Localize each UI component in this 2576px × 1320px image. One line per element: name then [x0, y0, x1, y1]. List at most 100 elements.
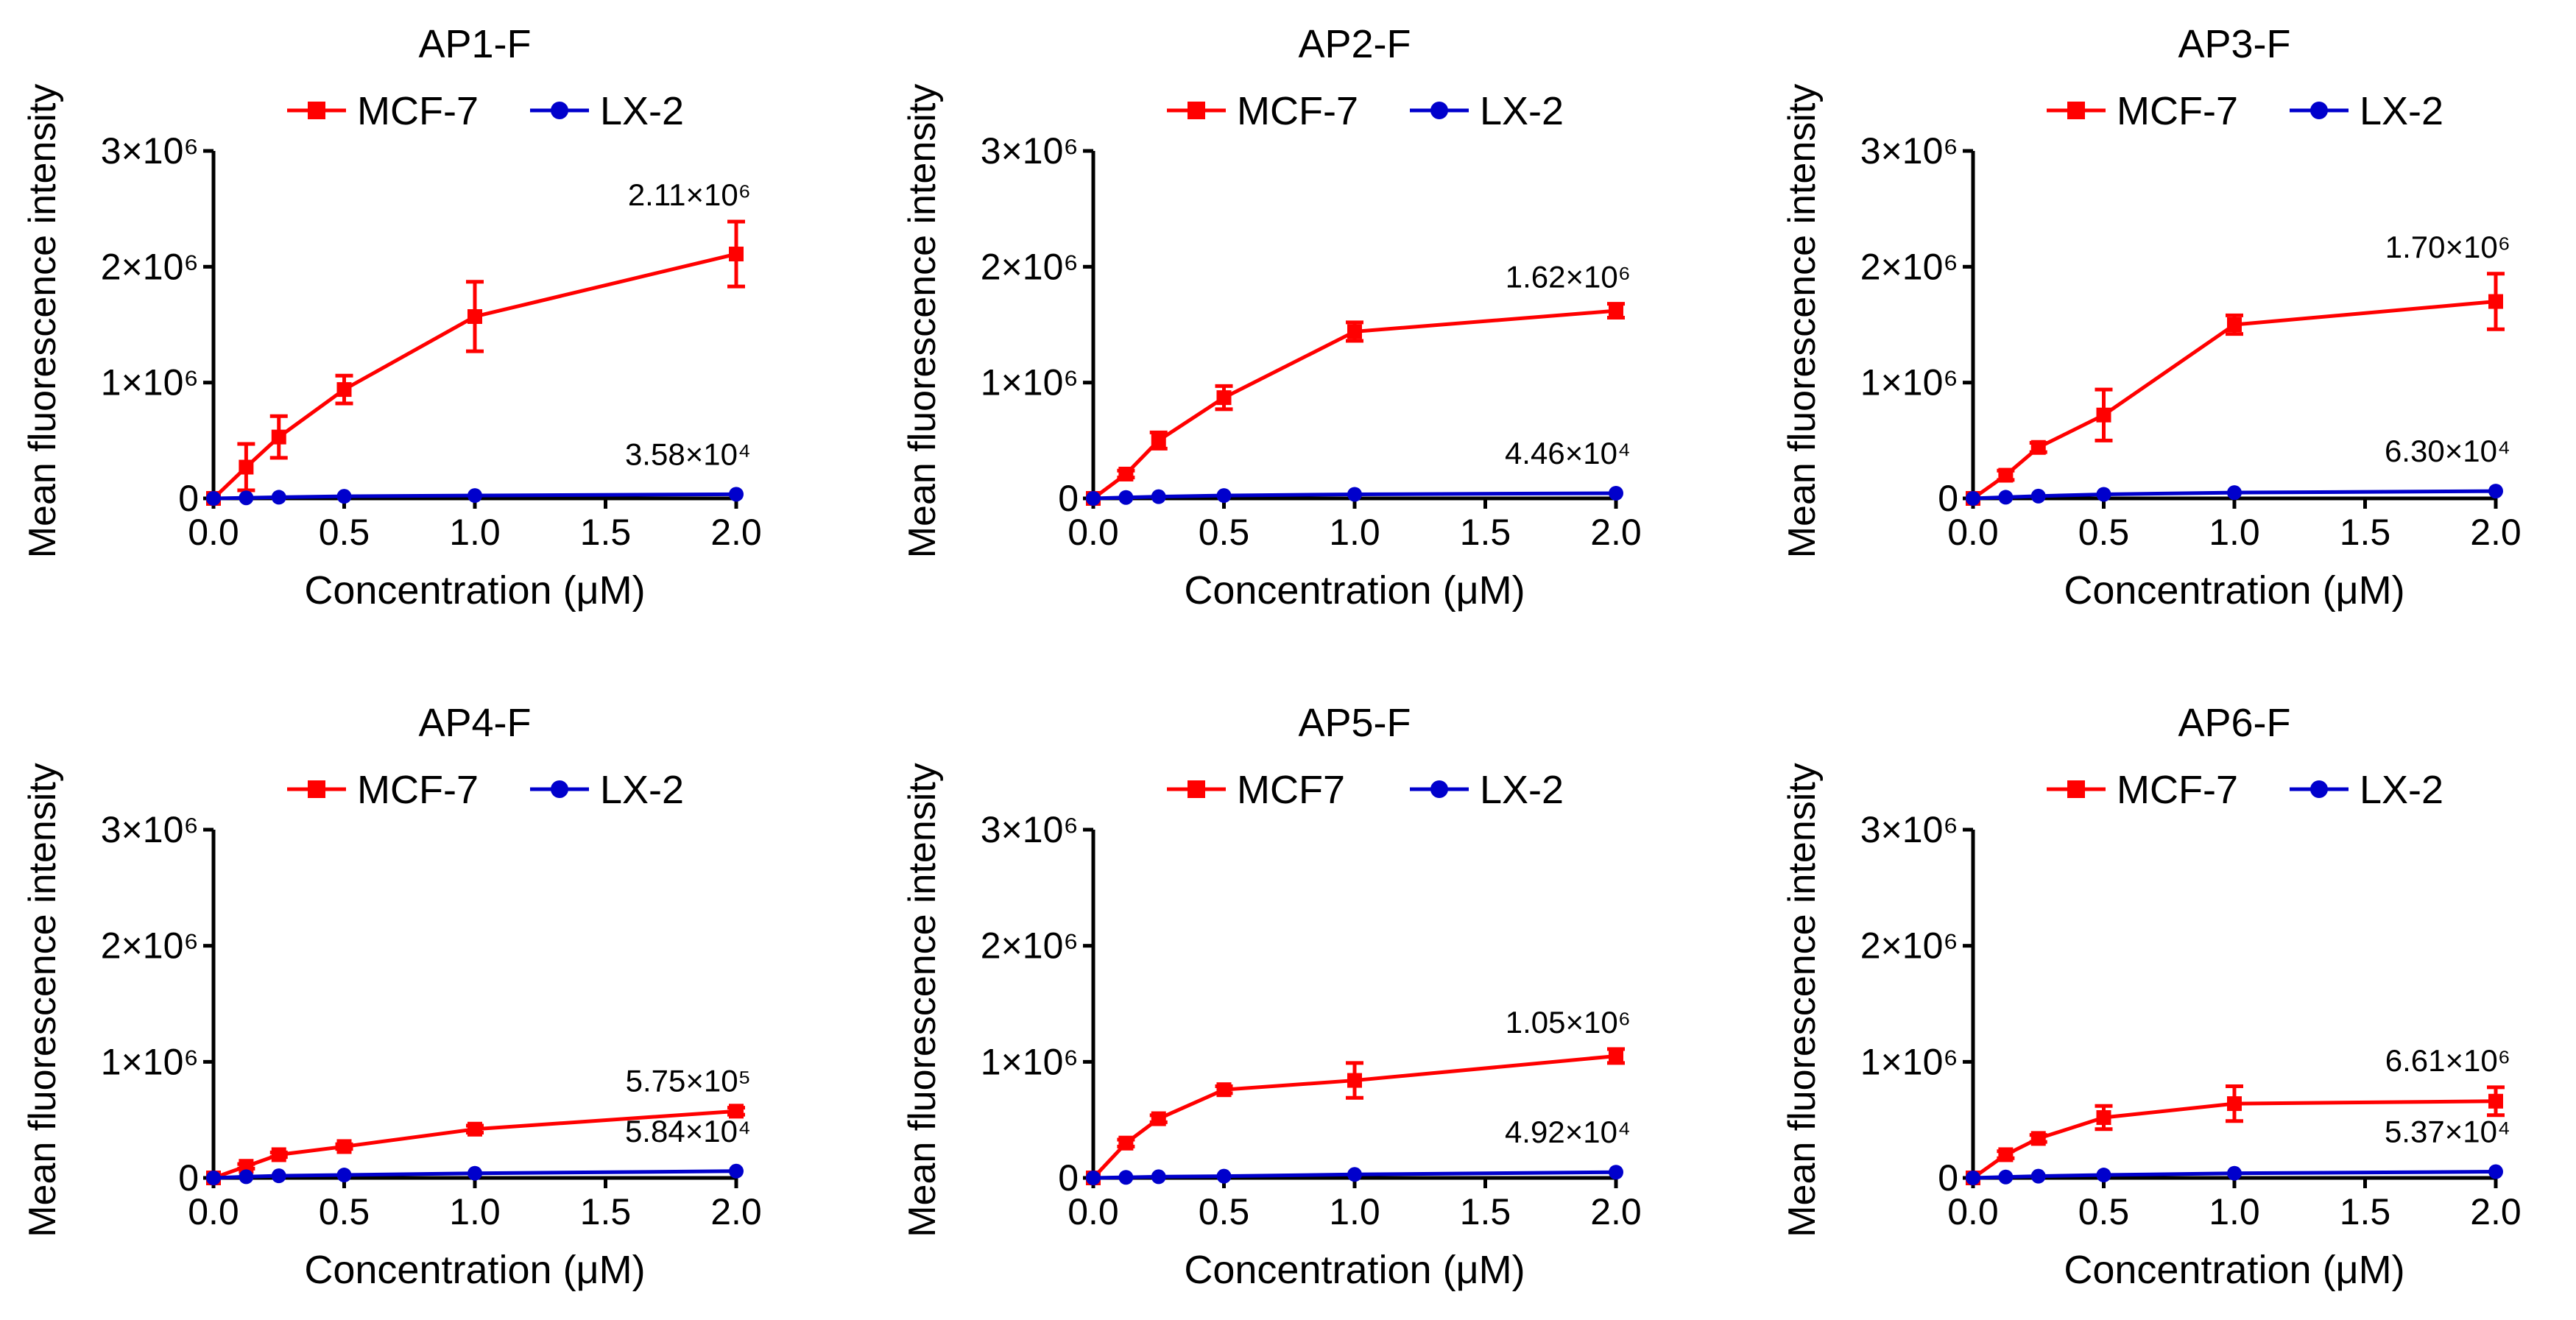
- y-tick-label: 1×10⁶: [981, 362, 1079, 403]
- data-point-mcf7: [1151, 1111, 1166, 1126]
- y-tick-label: 2×10⁶: [1860, 246, 1958, 287]
- data-point-lx2: [1998, 490, 2014, 505]
- data-point-mcf7: [2488, 294, 2503, 309]
- y-tick-label: 3×10⁶: [1860, 130, 1958, 172]
- chart-title: AP5-F: [1298, 701, 1411, 745]
- data-point-lx2: [336, 1168, 352, 1183]
- legend-label-mcf7: MCF7: [1237, 768, 1345, 812]
- x-axis-label: Concentration (μM): [304, 1248, 645, 1292]
- legend-label-lx2: LX-2: [2360, 768, 2443, 812]
- data-point-lx2: [729, 1163, 744, 1179]
- data-point-mcf7: [336, 382, 352, 398]
- data-point-lx2: [1609, 1165, 1623, 1180]
- legend-marker-circle: [1430, 780, 1448, 798]
- value-annotation: 4.46×10⁴: [1505, 436, 1631, 470]
- chart-panel-2: AP2-F MCF-7 LX-2 0 1×10⁶ 2×10⁶ 3×10⁶ 0.0 0.5 1.0 1…: [901, 22, 1642, 613]
- y-tick-label: 0: [178, 1157, 199, 1199]
- x-tick-label: 0.0: [1068, 1191, 1119, 1232]
- legend-label-mcf7: MCF-7: [2117, 89, 2238, 133]
- x-tick-label: 2.0: [2470, 512, 2522, 553]
- data-point-mcf7: [2488, 1093, 2503, 1109]
- chart-panel-5: AP5-F MCF7 LX-2 0 1×10⁶ 2×10⁶ 3×10⁶ 0.0 0.5 1.0 1.…: [901, 701, 1642, 1292]
- data-point-mcf7: [729, 247, 744, 262]
- data-point-lx2: [206, 491, 221, 506]
- y-tick-label: 2×10⁶: [981, 246, 1079, 287]
- value-annotation: 3.58×10⁴: [625, 437, 751, 471]
- x-tick-label: 0.0: [188, 1191, 239, 1232]
- x-tick-label: 0.5: [2078, 512, 2130, 553]
- data-point-lx2: [1086, 491, 1101, 506]
- data-point-lx2: [2030, 1168, 2046, 1184]
- legend-label-lx2: LX-2: [600, 89, 684, 133]
- data-point-lx2: [1216, 488, 1232, 504]
- data-point-mcf7: [467, 1121, 482, 1137]
- y-tick-label: 0: [1938, 478, 1958, 519]
- y-tick-label: 1×10⁶: [1860, 1041, 1958, 1082]
- data-point-lx2: [1966, 1171, 1980, 1185]
- legend-label-lx2: LX-2: [1480, 89, 1564, 133]
- data-point-lx2: [1216, 1168, 1232, 1184]
- data-point-lx2: [1118, 490, 1134, 505]
- legend-marker-square: [1188, 780, 1205, 798]
- x-tick-label: 0.0: [1068, 512, 1119, 553]
- y-tick-label: 3×10⁶: [981, 809, 1079, 850]
- data-point-lx2: [239, 1169, 254, 1185]
- legend-label-lx2: LX-2: [600, 768, 684, 812]
- data-point-mcf7: [729, 1104, 744, 1119]
- x-axis-label: Concentration (μM): [1184, 568, 1525, 613]
- y-tick-label: 3×10⁶: [101, 130, 199, 172]
- value-annotation: 5.37×10⁴: [2385, 1115, 2510, 1149]
- x-tick-label: 1.5: [1460, 1191, 1511, 1232]
- y-tick-label: 1×10⁶: [981, 1041, 1079, 1082]
- chart-title: AP1-F: [418, 22, 531, 66]
- x-tick-label: 1.0: [2209, 512, 2260, 553]
- legend-label-lx2: LX-2: [1480, 768, 1564, 812]
- y-tick-label: 2×10⁶: [1860, 925, 1958, 967]
- y-tick-label: 1×10⁶: [101, 362, 199, 403]
- data-point-mcf7: [1998, 467, 2014, 483]
- data-point-mcf7: [239, 459, 254, 475]
- y-axis-label: Mean fluorescence intensity: [901, 84, 944, 559]
- data-point-lx2: [1086, 1171, 1101, 1185]
- x-tick-label: 1.5: [2340, 1191, 2391, 1232]
- value-annotation: 1.70×10⁶: [2385, 230, 2510, 264]
- data-point-mcf7: [2096, 407, 2111, 423]
- x-tick-label: 2.0: [1590, 1191, 1642, 1232]
- x-tick-label: 0.5: [319, 1191, 370, 1232]
- y-axis-label: Mean fluorescence intensity: [1781, 763, 1824, 1238]
- data-point-mcf7: [1118, 1135, 1134, 1151]
- data-point-mcf7: [1216, 1082, 1232, 1098]
- x-axis-label: Concentration (μM): [1184, 1248, 1525, 1292]
- data-point-lx2: [206, 1171, 221, 1185]
- value-annotation: 2.11×10⁶: [628, 177, 751, 212]
- data-point-mcf7: [239, 1159, 254, 1174]
- x-tick-label: 2.0: [2470, 1191, 2522, 1232]
- legend-label-mcf7: MCF-7: [1237, 89, 1358, 133]
- x-tick-label: 1.5: [1460, 512, 1511, 553]
- y-axis-label: Mean fluorescence intensity: [901, 763, 944, 1238]
- data-point-lx2: [239, 490, 254, 506]
- data-point-mcf7: [2227, 1096, 2242, 1112]
- y-axis-label: Mean fluorescence intensity: [21, 763, 64, 1238]
- data-point-lx2: [729, 487, 744, 502]
- legend-label-mcf7: MCF-7: [357, 768, 479, 812]
- data-point-mcf7: [2227, 317, 2242, 332]
- x-tick-label: 1.5: [2340, 512, 2391, 553]
- chart-title: AP6-F: [2178, 701, 2290, 745]
- data-point-mcf7: [1998, 1147, 2014, 1162]
- data-point-lx2: [1151, 489, 1166, 504]
- data-point-lx2: [1118, 1170, 1134, 1185]
- y-tick-label: 0: [1058, 1157, 1079, 1199]
- value-annotation: 5.84×10⁴: [625, 1114, 751, 1148]
- data-point-lx2: [336, 489, 352, 504]
- y-tick-label: 3×10⁶: [101, 809, 199, 850]
- x-tick-label: 0.0: [1947, 1191, 1999, 1232]
- x-axis-label: Concentration (μM): [2064, 568, 2404, 613]
- x-tick-label: 0.5: [319, 512, 370, 553]
- data-point-lx2: [467, 1165, 482, 1181]
- y-tick-label: 1×10⁶: [101, 1041, 199, 1082]
- data-point-mcf7: [271, 1147, 286, 1162]
- chart-title: AP4-F: [418, 701, 531, 745]
- chart-panel-4: AP4-F MCF-7 LX-2 0 1×10⁶ 2×10⁶ 3×10⁶ 0.0 0.5 1.0 1…: [21, 701, 762, 1292]
